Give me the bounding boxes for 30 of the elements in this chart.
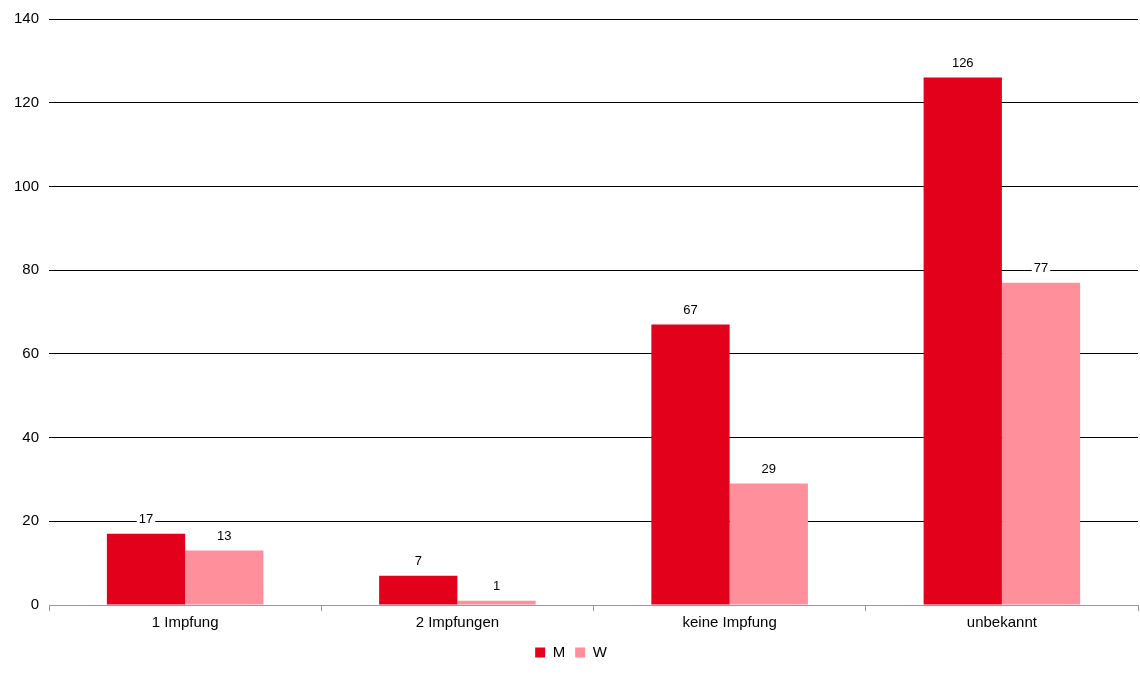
bar	[923, 77, 1002, 605]
y-tick-label: 40	[22, 427, 40, 445]
y-tick-label: 20	[22, 511, 40, 529]
data-label: 13	[217, 527, 232, 543]
data-label: 17	[138, 510, 154, 526]
y-tick-label: 60	[22, 344, 40, 361]
x-tick-label: 1 Impfung	[151, 613, 219, 631]
x-tick-label: keine Impfung	[682, 613, 777, 631]
legend-label: M	[552, 642, 566, 660]
y-tick-label: 100	[14, 176, 40, 194]
data-label: 77	[1033, 259, 1049, 275]
bar	[1001, 282, 1081, 605]
bar	[379, 575, 458, 605]
x-tick-label: unbekannt	[966, 613, 1038, 631]
y-tick-label: 0	[30, 595, 40, 613]
bar	[729, 483, 808, 605]
legend-label: W	[592, 642, 608, 660]
data-label: 126	[951, 54, 974, 70]
bar	[651, 324, 730, 605]
bar	[457, 600, 536, 605]
y-tick-label: 80	[22, 260, 40, 278]
y-tick-label: 120	[14, 92, 40, 110]
bar	[106, 533, 186, 605]
data-label: 67	[683, 301, 698, 317]
data-label: 29	[761, 460, 776, 476]
data-label: 7	[414, 552, 422, 568]
x-tick-label: 2 Impfungen	[415, 613, 500, 631]
y-tick-label: 140	[14, 9, 40, 27]
bar	[185, 550, 264, 605]
data-label: 1	[492, 577, 501, 593]
